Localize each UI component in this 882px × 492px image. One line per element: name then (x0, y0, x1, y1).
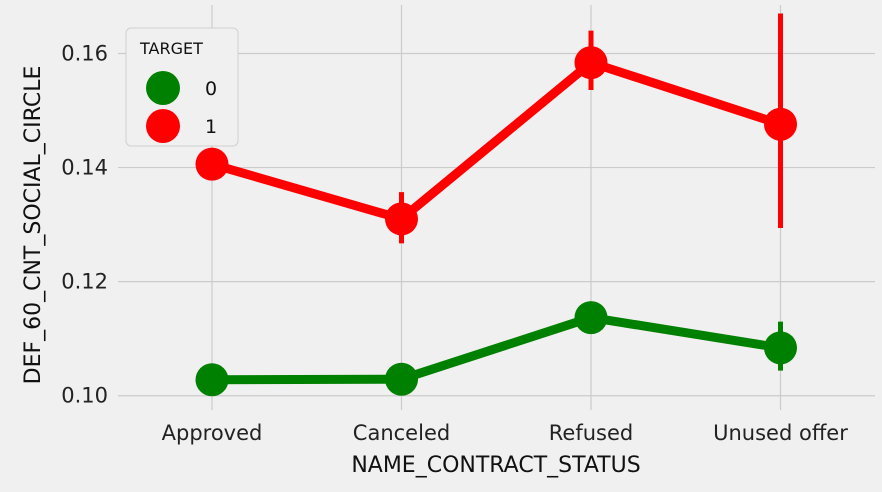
y-tick-label: 0.16 (61, 41, 108, 65)
legend-label: 1 (205, 116, 217, 138)
x-tick-label: Canceled (353, 421, 450, 445)
series-line (207, 58, 785, 224)
series-1 (195, 13, 797, 244)
series-0 (195, 301, 797, 397)
y-tick-label: 0.14 (61, 156, 108, 180)
x-tick-label: Refused (549, 421, 633, 445)
x-tick-labels: Approved Canceled Refused Unused offer (162, 421, 849, 445)
data-point (195, 147, 229, 181)
x-axis-title: NAME_CONTRACT_STATUS (351, 453, 640, 478)
legend: TARGET 01 (125, 27, 239, 147)
data-point (574, 46, 608, 80)
legend-title: TARGET (139, 39, 203, 58)
y-tick-label: 0.10 (61, 384, 108, 408)
data-point (764, 331, 797, 365)
data-point (385, 202, 418, 236)
legend-entries: 01 (146, 71, 217, 143)
data-point (764, 107, 797, 141)
x-tick-label: Approved (162, 421, 263, 445)
series-layer (195, 13, 797, 397)
x-tick-label: Unused offer (713, 421, 848, 445)
series-line (207, 313, 785, 385)
legend-marker (146, 109, 180, 143)
data-point (385, 362, 418, 396)
legend-label: 0 (205, 78, 217, 100)
y-tick-labels: 0.10 0.12 0.14 0.16 (61, 41, 108, 407)
y-axis-title: DEF_60_CNT_SOCIAL_CIRCLE (21, 66, 46, 385)
data-point (574, 301, 608, 335)
data-point (195, 363, 229, 397)
legend-marker (146, 71, 180, 105)
y-tick-label: 0.12 (61, 270, 108, 294)
